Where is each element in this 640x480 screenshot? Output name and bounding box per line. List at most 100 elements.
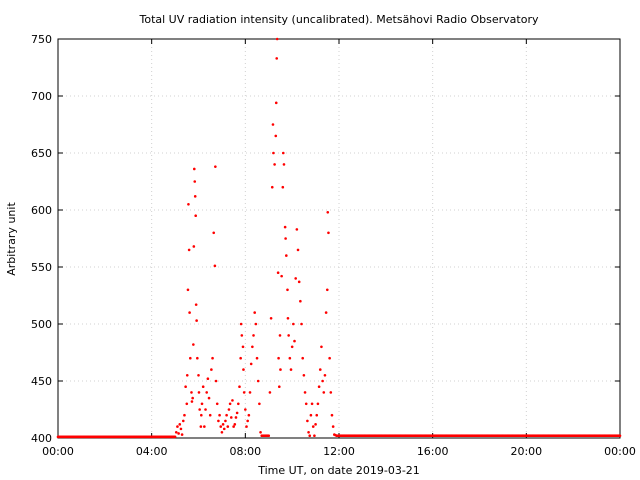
data-point (192, 343, 195, 346)
data-point (198, 408, 201, 411)
data-point (281, 151, 285, 155)
data-point (326, 210, 330, 214)
data-point (177, 432, 180, 435)
data-point (217, 419, 220, 423)
data-point (309, 413, 313, 417)
data-point (215, 402, 219, 406)
data-point (330, 413, 334, 417)
data-point (186, 288, 190, 292)
x-axis: 00:00 04:00 08:00 12:00 16:00 20:00 00:00 (42, 39, 636, 458)
data-point (229, 416, 233, 419)
data-point (180, 433, 184, 436)
x-tick-label: 00:00 (42, 445, 74, 458)
data-point (187, 248, 191, 252)
data-point (221, 423, 225, 426)
data-point (212, 231, 216, 235)
data-point (240, 334, 244, 337)
data-point (271, 123, 275, 126)
data-point (232, 425, 235, 428)
data-point (255, 356, 259, 360)
data-point (194, 303, 198, 306)
data-points (56, 37, 622, 439)
data-point (328, 356, 331, 360)
data-point (237, 402, 240, 406)
data-point (293, 339, 296, 343)
data-point (258, 402, 261, 406)
data-point (325, 288, 329, 292)
data-point (249, 362, 253, 366)
data-point (190, 391, 193, 394)
data-point (231, 399, 234, 402)
data-point (196, 356, 199, 360)
data-point (211, 356, 214, 360)
data-point (191, 396, 194, 400)
data-point (306, 419, 309, 423)
data-point (300, 322, 303, 326)
data-point (273, 163, 276, 166)
data-point (285, 254, 288, 257)
data-point (275, 57, 279, 60)
data-point (200, 413, 203, 417)
data-point (327, 231, 330, 235)
data-point (214, 379, 218, 383)
data-point (201, 385, 205, 389)
data-point (296, 248, 300, 252)
data-point (292, 322, 295, 326)
data-point (210, 368, 213, 371)
data-point (331, 425, 335, 428)
data-point (280, 274, 283, 278)
data-point (205, 391, 208, 394)
chart-title: Total UV radiation intensity (uncalibrat… (139, 13, 539, 26)
data-point (193, 180, 197, 183)
data-point (301, 356, 305, 360)
data-point (268, 391, 272, 394)
data-point (277, 356, 280, 360)
data-point (220, 431, 224, 434)
data-point (214, 165, 217, 168)
data-point (314, 423, 317, 426)
data-point (323, 374, 327, 377)
data-point (239, 322, 243, 326)
data-point (274, 101, 278, 105)
data-point (197, 391, 201, 394)
data-point (288, 356, 292, 360)
data-point (199, 425, 203, 428)
data-point (245, 425, 248, 428)
data-point (242, 391, 246, 394)
data-point (304, 402, 308, 406)
data-point (286, 317, 290, 320)
y-axis-label: Arbitrary unit (5, 202, 18, 276)
data-point (294, 277, 297, 280)
y-tick-label: 600 (31, 204, 52, 217)
data-point (233, 423, 237, 426)
data-point (253, 311, 256, 314)
data-point (251, 345, 254, 349)
data-point (219, 425, 223, 428)
data-point (274, 134, 278, 138)
x-tick-label: 12:00 (323, 445, 355, 458)
y-tick-label: 550 (31, 261, 52, 274)
data-point (226, 425, 230, 428)
y-tick-label: 400 (31, 432, 52, 445)
data-point (270, 185, 274, 189)
data-point (244, 408, 247, 411)
data-point (222, 427, 226, 431)
data-point (234, 416, 238, 419)
data-point (192, 245, 196, 248)
data-point (289, 368, 293, 371)
data-point (197, 374, 200, 377)
data-point (248, 391, 252, 394)
x-tick-label: 04:00 (136, 445, 168, 458)
data-point (329, 391, 333, 394)
plot-frame (57, 38, 621, 439)
data-point (247, 413, 251, 417)
data-point (295, 228, 299, 231)
data-point (228, 402, 232, 406)
data-point (290, 345, 294, 349)
data-point (315, 413, 319, 417)
y-tick-label: 650 (31, 147, 52, 160)
data-point (218, 413, 221, 417)
data-point (324, 311, 328, 314)
y-axis: 400 450 500 550 600 650 700 750 (31, 33, 620, 445)
